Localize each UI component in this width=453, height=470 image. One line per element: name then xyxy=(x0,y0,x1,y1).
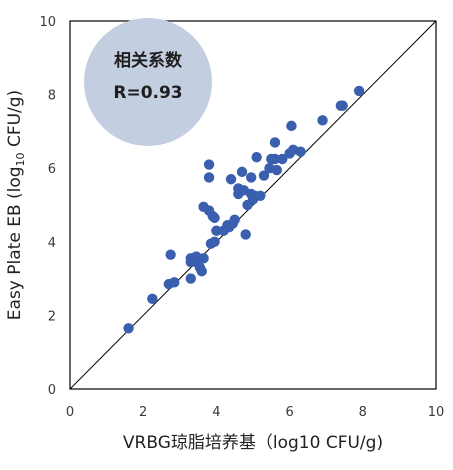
y-tick-label: 6 xyxy=(48,162,56,177)
correlation-bubble: 相关系数 R=0.93 xyxy=(84,18,212,146)
x-tick-label: 10 xyxy=(428,405,445,420)
y-tick-label: 2 xyxy=(48,309,56,324)
x-axis-ticks: 0 2 4 6 8 10 xyxy=(66,405,444,420)
data-point xyxy=(165,249,176,260)
y-tick-label: 4 xyxy=(48,236,56,251)
correlation-bubble-circle xyxy=(84,18,212,146)
y-axis-title-main: Easy Plate EB (log xyxy=(5,166,25,320)
data-point xyxy=(295,146,306,157)
data-points xyxy=(123,85,365,334)
data-point xyxy=(185,273,196,284)
data-point xyxy=(353,85,365,97)
data-point xyxy=(203,159,215,170)
y-axis-ticks: 0 2 4 6 8 10 xyxy=(39,15,56,398)
data-point xyxy=(123,323,134,334)
data-point xyxy=(147,293,158,305)
x-tick-label: 0 xyxy=(66,405,74,420)
y-axis-title: Easy Plate EB (log10 CFU/g) xyxy=(5,90,27,320)
data-point xyxy=(269,153,281,165)
data-point xyxy=(240,229,251,240)
correlation-label: 相关系数 xyxy=(114,50,183,71)
x-axis-title: VRBG琼脂培养基（log10 CFU/g) xyxy=(123,433,383,453)
x-tick-label: 4 xyxy=(212,405,220,420)
data-point xyxy=(211,225,222,236)
data-point xyxy=(225,174,237,185)
y-tick-label: 8 xyxy=(48,89,56,104)
data-point xyxy=(169,277,180,288)
x-tick-label: 6 xyxy=(285,405,293,420)
y-tick-label: 0 xyxy=(48,383,56,398)
data-point xyxy=(271,164,282,176)
y-axis-title-tail: CFU/g) xyxy=(5,90,25,153)
data-point xyxy=(229,214,240,225)
data-point xyxy=(286,120,297,132)
data-point xyxy=(203,172,215,183)
x-tick-label: 8 xyxy=(359,405,367,420)
data-point xyxy=(269,137,281,148)
data-point xyxy=(236,166,248,178)
data-point xyxy=(258,170,270,181)
data-point xyxy=(251,151,262,163)
data-point xyxy=(337,100,348,111)
y-tick-label: 10 xyxy=(39,15,56,30)
data-point xyxy=(245,172,257,183)
data-point xyxy=(196,266,207,277)
x-tick-label: 2 xyxy=(139,405,147,420)
data-point xyxy=(209,236,220,247)
data-point xyxy=(198,253,209,264)
correlation-value: R=0.93 xyxy=(113,83,182,103)
data-point xyxy=(209,212,220,224)
y-axis-title-sub: 10 xyxy=(14,152,27,166)
data-point xyxy=(255,190,266,201)
data-point xyxy=(317,115,328,126)
data-point xyxy=(277,153,288,165)
plot-frame xyxy=(69,20,437,390)
